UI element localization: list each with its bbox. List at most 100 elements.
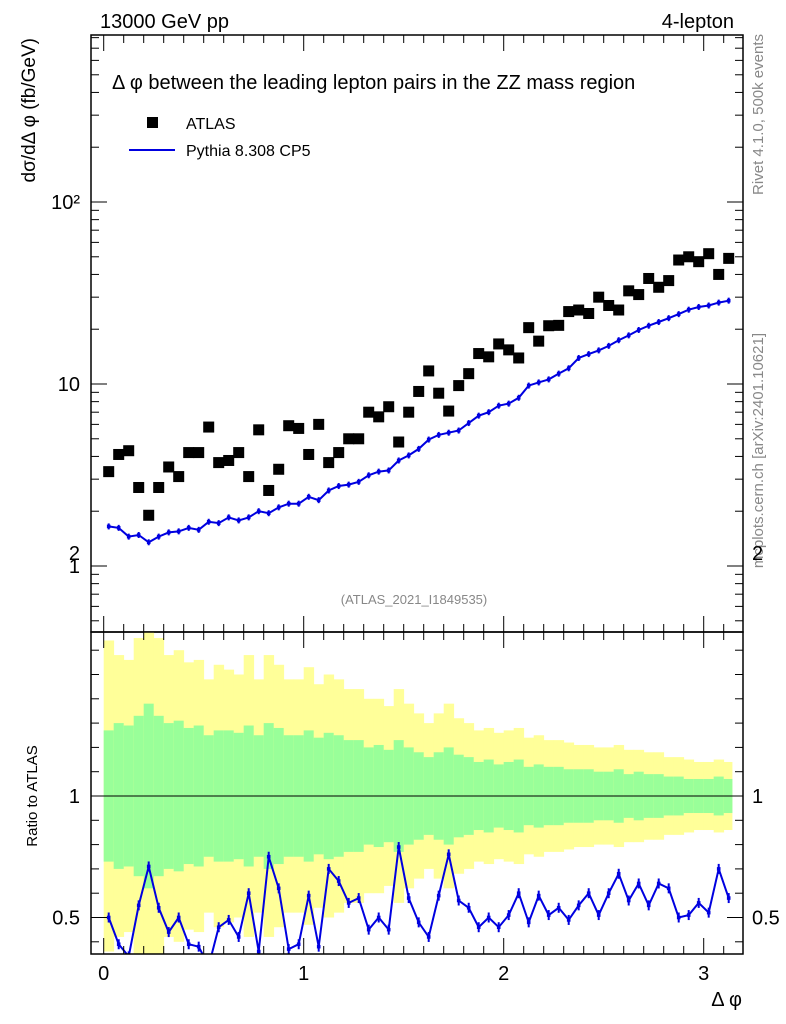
pythia-point xyxy=(526,383,531,388)
ratio-y-axis-label: Ratio to ATLAS xyxy=(24,745,41,846)
pythia-point xyxy=(156,534,161,539)
atlas-point xyxy=(113,448,125,460)
ratio-point xyxy=(207,964,211,968)
ratio-point xyxy=(456,898,461,903)
atlas-point xyxy=(473,348,485,360)
atlas-point xyxy=(623,285,635,297)
ratio-point xyxy=(416,920,421,925)
atlas-point xyxy=(193,447,205,459)
atlas-point xyxy=(723,252,735,264)
atlas-point xyxy=(593,291,605,303)
ratio-series-group xyxy=(106,842,731,968)
pythia-point xyxy=(716,300,721,305)
pythia-point xyxy=(726,298,731,303)
atlas-point xyxy=(253,424,265,436)
pythia-point xyxy=(106,524,111,529)
ratio-point xyxy=(446,852,451,857)
atlas-point xyxy=(663,275,675,287)
mcplots-label: mcplots.cern.ch [arXiv:2401.10621] xyxy=(750,333,767,568)
atlas-point xyxy=(153,481,165,493)
ratio-point xyxy=(546,913,551,917)
pythia-point xyxy=(656,320,661,324)
ratio-point xyxy=(466,905,471,910)
header-left: 13000 GeV pp xyxy=(100,11,229,33)
atlas-point xyxy=(203,421,215,433)
pythia-point xyxy=(166,530,171,535)
ratio-y-tick-label-left: 2 xyxy=(69,543,80,565)
ratio-point xyxy=(526,920,531,925)
ratio-point xyxy=(616,871,621,876)
atlas-point xyxy=(563,306,575,318)
pythia-line xyxy=(108,299,729,544)
pythia-point xyxy=(386,468,391,473)
pythia-point xyxy=(616,338,621,343)
atlas-point xyxy=(533,335,545,347)
ratio-y-tick-label-left: 0.5 xyxy=(52,908,80,930)
ratio-point xyxy=(256,949,261,954)
header-right: 4-lepton xyxy=(662,11,734,33)
main-data-layer xyxy=(103,248,735,546)
atlas-point xyxy=(713,268,725,280)
ratio-point xyxy=(556,905,561,910)
atlas-point xyxy=(693,256,705,268)
atlas-point xyxy=(603,299,615,311)
atlas-point xyxy=(383,401,395,413)
pythia-point xyxy=(596,348,601,353)
ratio-point xyxy=(476,925,481,930)
pythia-point xyxy=(516,395,521,400)
atlas-point xyxy=(503,344,515,356)
atlas-point xyxy=(333,447,345,459)
pythia-point xyxy=(376,469,381,474)
pythia-point xyxy=(276,505,281,510)
ratio-point xyxy=(536,893,541,898)
ratio-point xyxy=(376,915,381,920)
atlas-point xyxy=(233,447,245,459)
ratio-x-tick-label: 2 xyxy=(498,963,509,985)
atlas-point xyxy=(213,457,225,469)
atlas-point xyxy=(263,484,275,496)
ratio-point xyxy=(276,886,281,891)
analysis-id: (ATLAS_2021_I1849535) xyxy=(341,592,487,607)
pythia-point xyxy=(456,428,461,433)
atlas-point xyxy=(103,466,115,478)
main-y-tick-label: 1 xyxy=(69,556,80,578)
ratio-y-tick-label-right: 0.5 xyxy=(752,908,780,930)
pythia-point xyxy=(236,518,241,523)
atlas-point xyxy=(183,447,195,459)
legend-label-atlas: ATLAS xyxy=(186,116,236,133)
ratio-point xyxy=(196,944,201,949)
main-plot: 1 10 10² xyxy=(51,34,744,633)
atlas-point xyxy=(573,304,585,316)
main-y-tick-label: 10² xyxy=(51,192,80,214)
pythia-point xyxy=(426,437,431,442)
pythia-point xyxy=(626,333,631,338)
ratio-point xyxy=(636,881,641,886)
ratio-point xyxy=(166,930,171,934)
pythia-point xyxy=(216,521,221,525)
main-ticks xyxy=(91,35,743,632)
ratio-point xyxy=(626,898,631,903)
ratio-y-tick-labels: 0.5 0.51 12 2 xyxy=(52,543,780,930)
atlas-point xyxy=(523,322,535,334)
ratio-point xyxy=(136,903,141,908)
pythia-point xyxy=(486,410,491,414)
pythia-point xyxy=(316,498,321,502)
atlas-point xyxy=(133,481,145,493)
ratio-point xyxy=(406,896,411,900)
ratio-point xyxy=(326,867,331,871)
pythia-point xyxy=(256,509,261,514)
atlas-point xyxy=(683,251,695,263)
ratio-point xyxy=(176,915,181,920)
pythia-point xyxy=(696,305,701,309)
pythia-point xyxy=(466,421,471,425)
pythia-point xyxy=(636,328,641,332)
ratio-point xyxy=(726,896,731,900)
pythia-point xyxy=(556,371,561,376)
pythia-point xyxy=(176,529,181,534)
pythia-point xyxy=(286,501,291,506)
ratio-point xyxy=(156,905,161,910)
pythia-point xyxy=(116,526,121,530)
ratio-point xyxy=(566,918,571,922)
atlas-point xyxy=(323,457,335,469)
